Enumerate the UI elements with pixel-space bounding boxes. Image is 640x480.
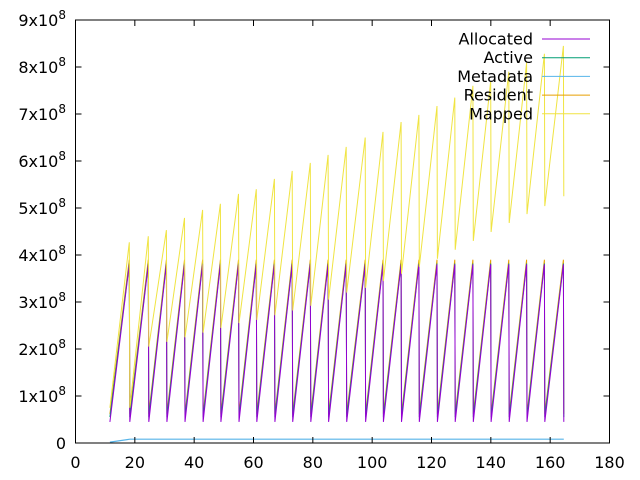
series-resident	[109, 259, 565, 414]
y-tick-label: 5x108	[18, 196, 66, 218]
x-tick-label: 180	[594, 453, 625, 472]
legend-label-active: Active	[484, 48, 534, 67]
plot-frame	[75, 19, 610, 444]
x-tick-label: 120	[416, 453, 447, 472]
legend-label-metadata: Metadata	[457, 67, 533, 86]
legend-label-allocated: Allocated	[459, 30, 534, 49]
y-tick-label: 4x108	[18, 243, 66, 265]
y-tick-label: 7x108	[18, 102, 66, 124]
x-tick-label: 0	[70, 453, 80, 472]
y-tick-label: 8x108	[18, 55, 66, 77]
y-tick-label: 2x108	[18, 337, 66, 359]
y-tick-label: 1x108	[18, 384, 66, 406]
legend-label-mapped: Mapped	[469, 104, 533, 123]
series-mapped	[109, 45, 565, 408]
x-tick-label: 140	[476, 453, 507, 472]
y-tick-label: 3x108	[18, 290, 66, 312]
x-tick-label: 160	[535, 453, 566, 472]
x-tick-label: 60	[243, 453, 263, 472]
y-tick-label: 9x108	[18, 8, 66, 30]
axes: 0 20 40 60 80 100 120 140 160 180 0 1x108 2x108 3x108…	[18, 8, 624, 472]
x-tick-label: 80	[303, 453, 323, 472]
series-layer	[109, 45, 565, 443]
x-tick-label: 20	[125, 453, 145, 472]
series-metadata	[109, 438, 564, 443]
x-tick-label: 40	[184, 453, 204, 472]
y-tick-label: 6x108	[18, 149, 66, 171]
x-tick-label: 100	[357, 453, 388, 472]
legend-label-resident: Resident	[464, 86, 533, 105]
y-tick-label: 0	[56, 434, 66, 453]
